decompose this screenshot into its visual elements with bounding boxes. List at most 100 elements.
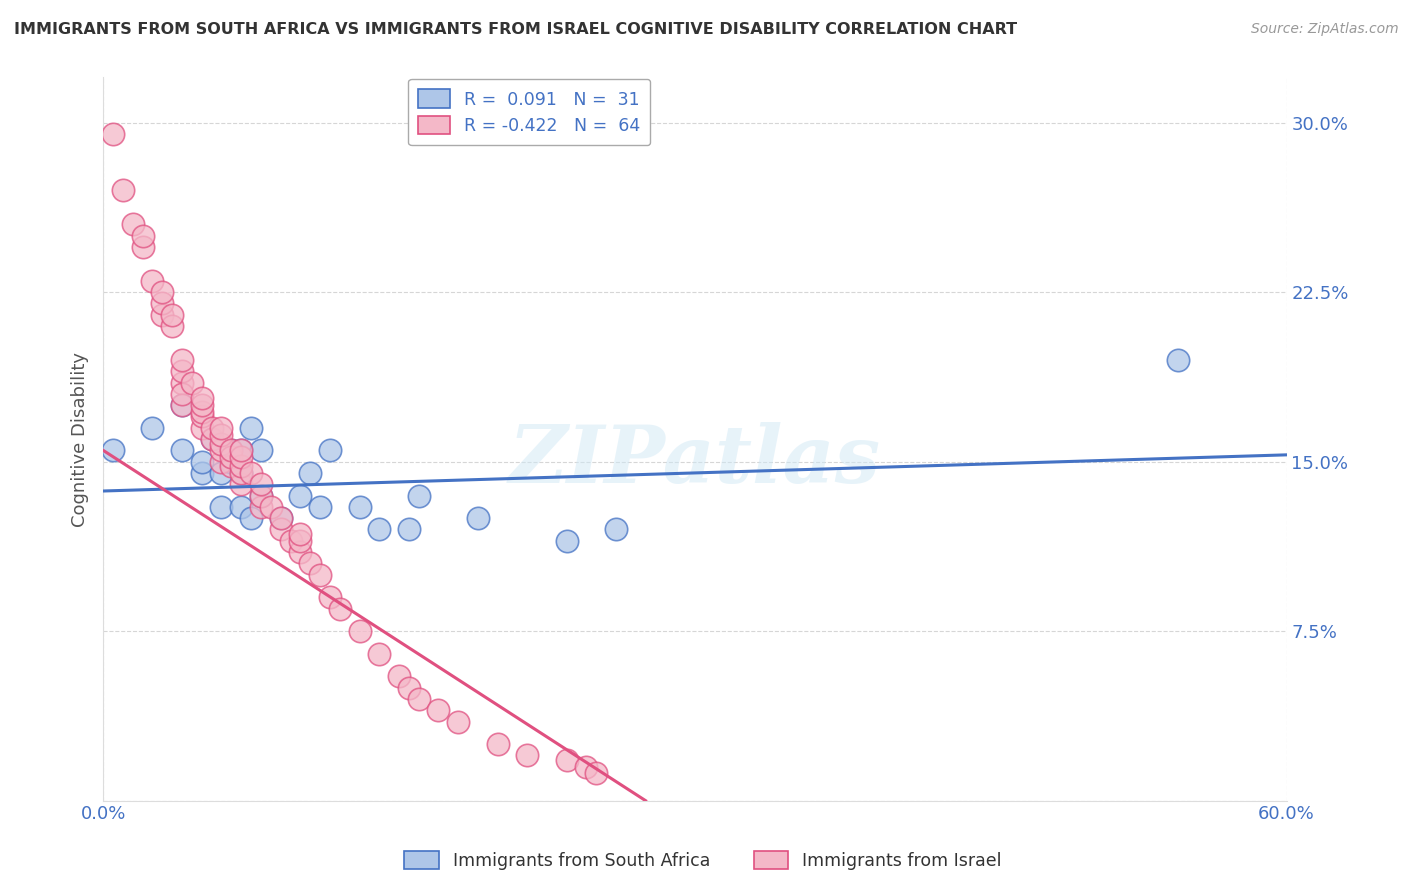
- Point: [111, 183, 134, 197]
- Point: [231, 500, 253, 514]
- Point: [555, 753, 578, 767]
- Point: [270, 523, 292, 537]
- Point: [150, 296, 173, 310]
- Point: [319, 443, 342, 458]
- Point: [190, 398, 212, 412]
- Point: [221, 455, 243, 469]
- Point: [1167, 353, 1189, 368]
- Point: [170, 398, 193, 412]
- Point: [231, 443, 253, 458]
- Point: [290, 489, 312, 503]
- Point: [250, 477, 273, 491]
- Point: [170, 364, 193, 378]
- Point: [231, 477, 253, 491]
- Point: [170, 387, 193, 401]
- Point: [221, 450, 243, 464]
- Point: [250, 443, 273, 458]
- Point: [605, 523, 627, 537]
- Point: [211, 466, 233, 480]
- Point: [170, 353, 193, 368]
- Point: [131, 228, 153, 243]
- Point: [101, 127, 124, 141]
- Point: [211, 421, 233, 435]
- Point: [160, 308, 183, 322]
- Point: [211, 500, 233, 514]
- Point: [211, 436, 233, 450]
- Point: [408, 692, 430, 706]
- Point: [585, 766, 607, 780]
- Point: [290, 545, 312, 559]
- Legend: Immigrants from South Africa, Immigrants from Israel: Immigrants from South Africa, Immigrants…: [395, 843, 1011, 879]
- Point: [329, 601, 352, 615]
- Point: [467, 511, 489, 525]
- Point: [231, 459, 253, 474]
- Point: [299, 557, 322, 571]
- Point: [555, 533, 578, 548]
- Point: [190, 392, 212, 406]
- Point: [260, 500, 283, 514]
- Point: [388, 669, 411, 683]
- Point: [160, 319, 183, 334]
- Point: [240, 466, 263, 480]
- Point: [240, 421, 263, 435]
- Point: [270, 511, 292, 525]
- Point: [221, 459, 243, 474]
- Point: [368, 523, 391, 537]
- Point: [190, 466, 212, 480]
- Point: [201, 421, 224, 435]
- Point: [240, 511, 263, 525]
- Point: [170, 376, 193, 390]
- Text: IMMIGRANTS FROM SOUTH AFRICA VS IMMIGRANTS FROM ISRAEL COGNITIVE DISABILITY CORR: IMMIGRANTS FROM SOUTH AFRICA VS IMMIGRAN…: [14, 22, 1017, 37]
- Point: [190, 409, 212, 424]
- Text: ZIPatlas: ZIPatlas: [509, 422, 882, 500]
- Point: [131, 240, 153, 254]
- Point: [190, 421, 212, 435]
- Point: [290, 533, 312, 548]
- Point: [408, 489, 430, 503]
- Point: [299, 466, 322, 480]
- Point: [349, 500, 371, 514]
- Point: [190, 455, 212, 469]
- Point: [150, 308, 173, 322]
- Point: [349, 624, 371, 639]
- Point: [486, 737, 509, 751]
- Y-axis label: Cognitive Disability: Cognitive Disability: [72, 351, 89, 526]
- Legend: R =  0.091   N =  31, R = -0.422   N =  64: R = 0.091 N = 31, R = -0.422 N = 64: [408, 78, 651, 145]
- Point: [141, 274, 163, 288]
- Point: [309, 500, 332, 514]
- Point: [211, 427, 233, 442]
- Point: [368, 647, 391, 661]
- Point: [250, 489, 273, 503]
- Point: [231, 443, 253, 458]
- Point: [180, 376, 202, 390]
- Point: [231, 450, 253, 464]
- Point: [190, 405, 212, 419]
- Point: [280, 533, 302, 548]
- Point: [427, 703, 450, 717]
- Point: [211, 443, 233, 458]
- Point: [170, 443, 193, 458]
- Point: [319, 591, 342, 605]
- Point: [121, 217, 143, 231]
- Point: [221, 443, 243, 458]
- Point: [398, 523, 420, 537]
- Point: [516, 748, 538, 763]
- Point: [231, 466, 253, 480]
- Point: [170, 398, 193, 412]
- Point: [270, 511, 292, 525]
- Text: Source: ZipAtlas.com: Source: ZipAtlas.com: [1251, 22, 1399, 37]
- Point: [250, 489, 273, 503]
- Point: [575, 760, 598, 774]
- Point: [231, 466, 253, 480]
- Point: [447, 714, 470, 729]
- Point: [201, 432, 224, 446]
- Point: [141, 421, 163, 435]
- Point: [398, 681, 420, 695]
- Point: [221, 443, 243, 458]
- Point: [101, 443, 124, 458]
- Point: [201, 432, 224, 446]
- Point: [150, 285, 173, 300]
- Point: [211, 455, 233, 469]
- Point: [250, 500, 273, 514]
- Point: [309, 567, 332, 582]
